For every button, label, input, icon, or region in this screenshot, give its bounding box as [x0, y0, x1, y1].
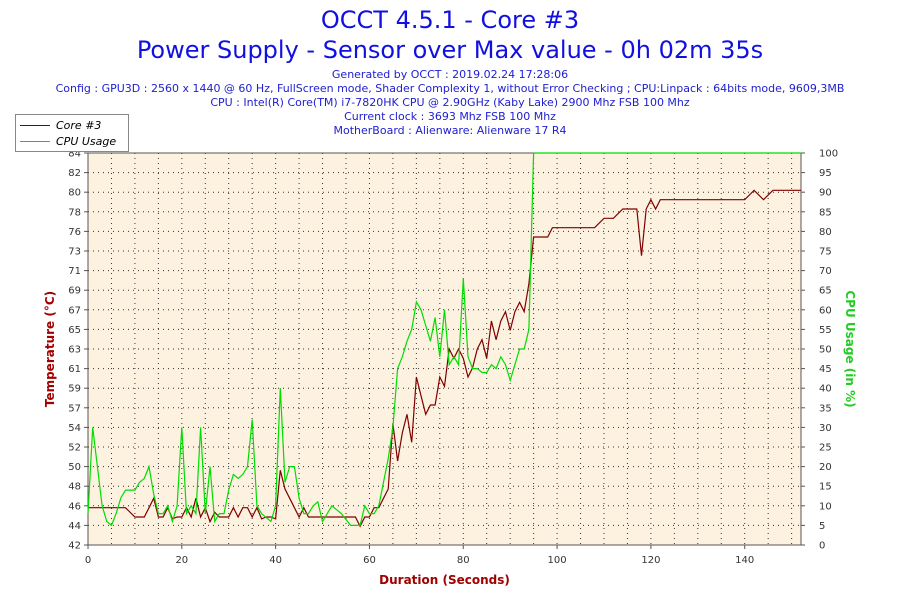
y-left-tick-label: 63 — [68, 345, 81, 356]
y-left-tick-label: 42 — [68, 541, 81, 552]
y-left-tick-label: 76 — [68, 227, 81, 238]
y-right-tick-label: 75 — [819, 247, 832, 258]
info-motherboard: MotherBoard : Alienware: Alienware 17 R4 — [333, 124, 567, 137]
y-right-tick-label: 5 — [819, 521, 825, 532]
y-right-tick-label: 70 — [819, 266, 832, 277]
y-left-tick-label: 61 — [68, 364, 81, 375]
legend-item-cpu: CPU Usage — [20, 133, 116, 149]
y-right-tick-label: 45 — [819, 364, 832, 375]
y-left-tick-label: 59 — [68, 384, 81, 395]
y-left-tick-label: 50 — [68, 462, 81, 473]
y-right-tick-label: 50 — [819, 345, 832, 356]
legend: Core #3 CPU Usage — [15, 114, 129, 152]
y-right-tick-label: 20 — [819, 462, 832, 473]
y-right-tick-label: 55 — [819, 325, 832, 336]
x-tick-label: 40 — [269, 555, 282, 566]
y-right-tick-label: 0 — [819, 541, 825, 552]
legend-item-core: Core #3 — [20, 117, 101, 133]
y-right-tick-label: 90 — [819, 188, 832, 199]
y-left-tick-label: 54 — [68, 423, 81, 434]
y-left-tick-label: 80 — [68, 188, 81, 199]
x-axis-label: Duration (Seconds) — [379, 573, 510, 587]
legend-swatch-cpu — [20, 140, 50, 142]
y-left-tick-label: 82 — [68, 168, 81, 179]
y-left-tick-label: 57 — [68, 403, 81, 414]
y-right-axis-label: CPU Usage (in %) — [843, 290, 857, 407]
y-left-tick-label: 71 — [68, 266, 81, 277]
y-right-tick-label: 40 — [819, 384, 832, 395]
chart-title: OCCT 4.5.1 - Core #3 — [320, 6, 580, 34]
plot-area — [88, 153, 801, 545]
y-right-tick-label: 80 — [819, 227, 832, 238]
x-tick-label: 140 — [735, 555, 754, 566]
y-right-tick-label: 25 — [819, 443, 832, 454]
legend-label-cpu: CPU Usage — [56, 134, 117, 148]
y-left-tick-label: 69 — [68, 286, 81, 297]
y-right-tick-label: 85 — [819, 207, 832, 218]
info-cpu: CPU : Intel(R) Core(TM) i7-7820HK CPU @ … — [210, 96, 690, 109]
info-generated: Generated by OCCT : 2019.02.24 17:28:06 — [331, 68, 569, 81]
y-right-tick-label: 100 — [819, 149, 838, 160]
y-right-tick-label: 10 — [819, 501, 832, 512]
y-left-tick-label: 73 — [68, 247, 81, 258]
x-tick-label: 120 — [641, 555, 660, 566]
x-tick-label: 20 — [175, 555, 188, 566]
info-clock: Current clock : 3693 Mhz FSB 100 Mhz — [344, 110, 556, 123]
y-left-tick-label: 48 — [68, 482, 81, 493]
chart-subtitle: Power Supply - Sensor over Max value - 0… — [136, 36, 764, 64]
y-left-tick-label: 52 — [68, 443, 81, 454]
y-right-tick-label: 65 — [819, 286, 832, 297]
y-left-tick-label: 65 — [68, 325, 81, 336]
y-left-tick-label: 44 — [68, 521, 81, 532]
legend-swatch-core — [20, 124, 50, 126]
x-tick-label: 100 — [548, 555, 567, 566]
y-left-axis-label: Temperature (°C) — [43, 291, 57, 407]
y-right-tick-label: 30 — [819, 423, 832, 434]
info-config: Config : GPU3D : 2560 x 1440 @ 60 Hz, Fu… — [55, 82, 845, 95]
x-tick-label: 60 — [363, 555, 376, 566]
x-tick-label: 0 — [85, 555, 91, 566]
x-tick-label: 80 — [457, 555, 470, 566]
y-left-tick-label: 46 — [68, 501, 81, 512]
y-right-tick-label: 95 — [819, 168, 832, 179]
legend-label-core: Core #3 — [56, 118, 102, 132]
y-right-tick-label: 15 — [819, 482, 832, 493]
y-left-tick-label: 78 — [68, 207, 81, 218]
y-right-tick-label: 60 — [819, 305, 832, 316]
y-left-tick-label: 67 — [68, 305, 81, 316]
series-line-core3 — [88, 189, 801, 528]
y-left-tick-label: 84 — [68, 149, 81, 160]
y-right-tick-label: 35 — [819, 403, 832, 414]
series-line-cpu-usage — [87, 152, 801, 527]
